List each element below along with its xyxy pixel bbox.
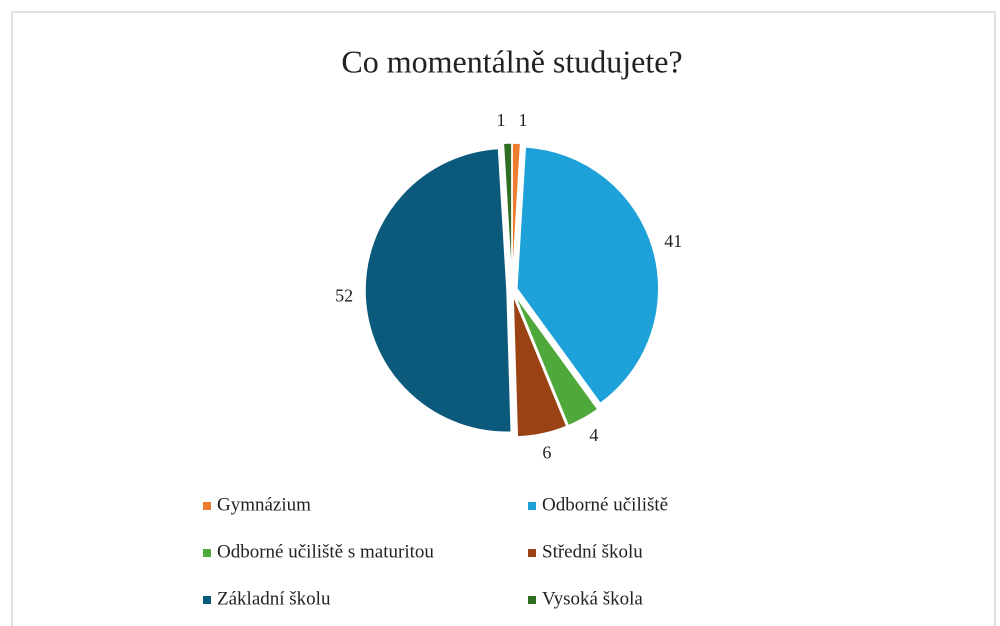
data-label: 41 [664,231,682,251]
legend-swatch [528,549,536,557]
legend-swatch [528,596,536,604]
legend-swatch [203,502,211,510]
legend-label: Odborné učiliště s maturitou [217,541,434,562]
pie-slice [502,142,513,286]
data-label: 1 [496,110,505,130]
pie-slice [364,147,513,433]
legend-label: Základní školu [217,588,331,609]
legend-swatch [203,596,211,604]
pie-slice [513,293,599,427]
data-label: 1 [519,110,528,130]
legend-label: Gymnázium [217,494,311,515]
pie-slice [516,146,660,405]
legend-swatch [528,502,536,510]
data-label: 52 [335,286,353,306]
legend-label: Střední školu [542,541,643,562]
chart-title: Co momentálně studujete? [341,43,682,79]
pie-slice [512,294,568,438]
data-label: 6 [542,442,551,462]
legend-label: Odborné učiliště [542,494,668,515]
legend-swatch [203,549,211,557]
legend-label: Vysoká škola [542,588,643,609]
data-label: 4 [589,425,598,445]
